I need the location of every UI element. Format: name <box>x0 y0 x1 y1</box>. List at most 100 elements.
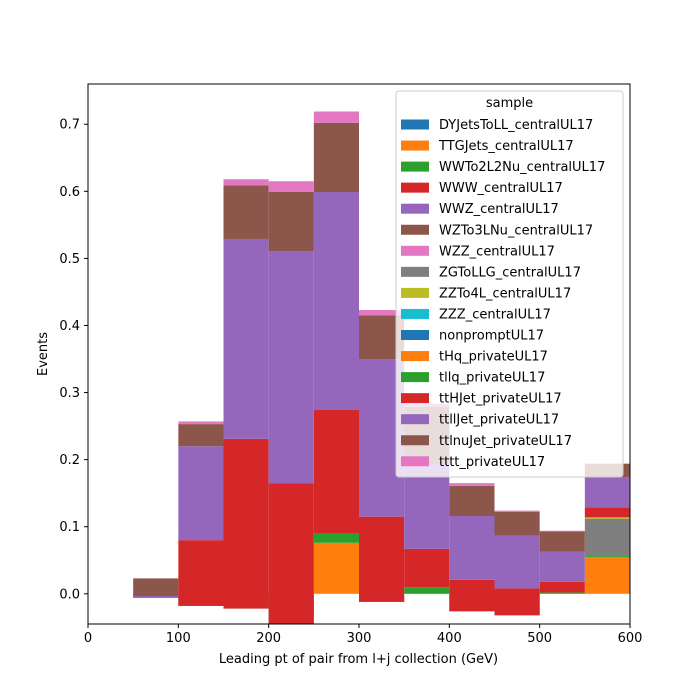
legend-entry: tllq_privateUL17 <box>401 371 545 386</box>
bar-WWTo2L2Nu_centralUL17-bin-10 <box>584 555 630 557</box>
bar-WWTo2L2Nu_centralUL17-bin-9 <box>539 592 585 594</box>
legend-title: sample <box>486 96 533 111</box>
legend-label: WWTo2L2Nu_centralUL17 <box>439 160 605 175</box>
bar-WWW_centralUL17-bin-9 <box>539 581 585 593</box>
legend-entry: WWW_centralUL17 <box>401 181 563 196</box>
histogram-bars <box>133 111 630 624</box>
bar-ttlnuJet_privateUL17-bin-7 <box>449 485 495 516</box>
bar-tttt_privateUL17-bin-7 <box>449 483 495 486</box>
legend-label: tttt_privateUL17 <box>439 455 545 470</box>
x-axis-label: Leading pt of pair from l+j collection (… <box>219 652 498 667</box>
legend-label: ZZZ_centralUL17 <box>439 307 551 322</box>
legend-entry: ZZTo4L_centralUL17 <box>401 286 571 301</box>
y-tick-label: 0.5 <box>59 252 80 267</box>
legend-label: ttHJet_privateUL17 <box>439 392 562 407</box>
legend-swatch <box>401 330 429 340</box>
legend: sample DYJetsToLL_centralUL17 TTGJets_cent… <box>395 90 624 478</box>
bar-WWW_centralUL17-bin-8 <box>494 588 540 616</box>
bar-ttlnuJet_privateUL17-bin-0 <box>133 578 179 596</box>
y-tick-label: 0.4 <box>59 319 80 334</box>
bar-ZZTo4L_centralUL17-bin-10 <box>584 517 630 519</box>
legend-swatch <box>401 435 429 446</box>
legend-entry: nonpromptUL17 <box>401 329 544 344</box>
x-tick-label: 400 <box>437 631 462 646</box>
bar-ttlnuJet_privateUL17-bin-4 <box>313 122 359 192</box>
x-tick-label: 200 <box>256 631 281 646</box>
legend-swatch <box>401 119 429 130</box>
legend-entry: ZGToLLG_centralUL17 <box>401 265 581 280</box>
legend-swatch <box>401 140 429 151</box>
bar-WWW_centralUL17-bin-5 <box>359 516 405 602</box>
legend-label: tllq_privateUL17 <box>439 371 545 386</box>
bar-tttt_privateUL17-bin-2 <box>223 179 269 186</box>
legend-entry: tttt_privateUL17 <box>401 455 545 470</box>
axes: 0 100 200 300 400 500 600 0.0 0.1 0.2 0.3 0.4 0.5 0.6… <box>59 83 643 646</box>
legend-entry: WZTo3LNu_centralUL17 <box>401 223 593 238</box>
legend-entry: WWZ_centralUL17 <box>401 202 559 217</box>
legend-swatch <box>401 393 429 404</box>
bar-tttt_privateUL17-bin-5 <box>359 310 405 316</box>
bar-WWTo2L2Nu_centralUL17-bin-6 <box>404 587 450 594</box>
legend-swatch <box>401 203 429 214</box>
legend-label: WZZ_centralUL17 <box>439 244 555 259</box>
series-WWW_centralUL17 <box>133 410 585 624</box>
legend-label: WWZ_centralUL17 <box>439 202 559 217</box>
legend-entry: ZZZ_centralUL17 <box>401 307 551 322</box>
series-ZZTo4L_centralUL17 <box>584 517 630 519</box>
legend-label: nonpromptUL17 <box>439 329 544 344</box>
x-tick-label: 300 <box>347 631 372 646</box>
bar-WWZ_centralUL17-bin-2 <box>223 238 269 439</box>
series-ttllJet_privateUL17 <box>584 477 630 508</box>
legend-box <box>395 90 624 478</box>
y-tick-label: 0.6 <box>59 185 80 200</box>
legend-label: tHq_privateUL17 <box>439 350 548 365</box>
legend-label: ttllJet_privateUL17 <box>439 413 559 428</box>
bar-ttlnuJet_privateUL17-bin-8 <box>494 511 540 536</box>
legend-label: DYJetsToLL_centralUL17 <box>439 118 593 133</box>
bar-WWZ_centralUL17-bin-4 <box>313 192 359 411</box>
legend-swatch <box>401 372 429 383</box>
bar-ttlnuJet_privateUL17-bin-3 <box>268 192 314 252</box>
legend-swatch <box>401 266 429 277</box>
bar-TTGJets_centralUL17-bin-10 <box>584 556 630 594</box>
legend-swatch <box>401 182 429 193</box>
x-tick-label: 100 <box>166 631 191 646</box>
series-WWZ_centralUL17 <box>133 192 585 598</box>
x-tick-label: 500 <box>527 631 552 646</box>
bar-WWW_centralUL17-bin-2 <box>223 438 269 609</box>
bar-WWTo2L2Nu_centralUL17-bin-4 <box>313 533 359 543</box>
bar-ttlnuJet_privateUL17-bin-1 <box>178 424 224 447</box>
bar-WWW_centralUL17-bin-6 <box>404 548 450 588</box>
legend-entry: WWTo2L2Nu_centralUL17 <box>401 160 605 175</box>
legend-swatch <box>401 351 429 362</box>
legend-entry: TTGJets_centralUL17 <box>401 139 574 154</box>
legend-label: TTGJets_centralUL17 <box>438 139 574 154</box>
bar-WWW_centralUL17-bin-1 <box>178 540 224 606</box>
legend-label: ZZTo4L_centralUL17 <box>439 286 571 301</box>
legend-swatch <box>401 161 429 172</box>
legend-swatch <box>401 456 429 467</box>
x-tick-label: 600 <box>618 631 643 646</box>
legend-entry: WZZ_centralUL17 <box>401 244 555 259</box>
legend-label: ttlnuJet_privateUL17 <box>439 434 572 449</box>
bar-tttt_privateUL17-bin-3 <box>268 181 314 192</box>
y-tick-label: 0.0 <box>59 587 80 602</box>
legend-entry: tHq_privateUL17 <box>401 350 548 365</box>
bar-ZGToLLG_centralUL17-bin-10 <box>584 518 630 556</box>
bar-WWZ_centralUL17-bin-3 <box>268 251 314 484</box>
bar-WWW_centralUL17-bin-4 <box>313 410 359 534</box>
legend-label: WZTo3LNu_centralUL17 <box>439 223 593 238</box>
bar-ttlnuJet_privateUL17-bin-2 <box>223 185 269 239</box>
legend-entry: ttllJet_privateUL17 <box>401 413 559 428</box>
bar-tttt_privateUL17-bin-8 <box>494 510 540 512</box>
bar-ttHJet_privateUL17-bin-10 <box>584 507 630 518</box>
legend-entry: ttlnuJet_privateUL17 <box>401 434 572 449</box>
bar-WWZ_centralUL17-bin-0 <box>133 595 179 598</box>
legend-swatch <box>401 287 429 298</box>
bar-WWW_centralUL17-bin-3 <box>268 483 314 624</box>
y-tick-label: 0.1 <box>59 520 80 535</box>
series-TTGJets_centralUL17 <box>313 542 630 594</box>
bar-WWZ_centralUL17-bin-9 <box>539 551 585 582</box>
y-tick-label: 0.7 <box>59 118 80 133</box>
